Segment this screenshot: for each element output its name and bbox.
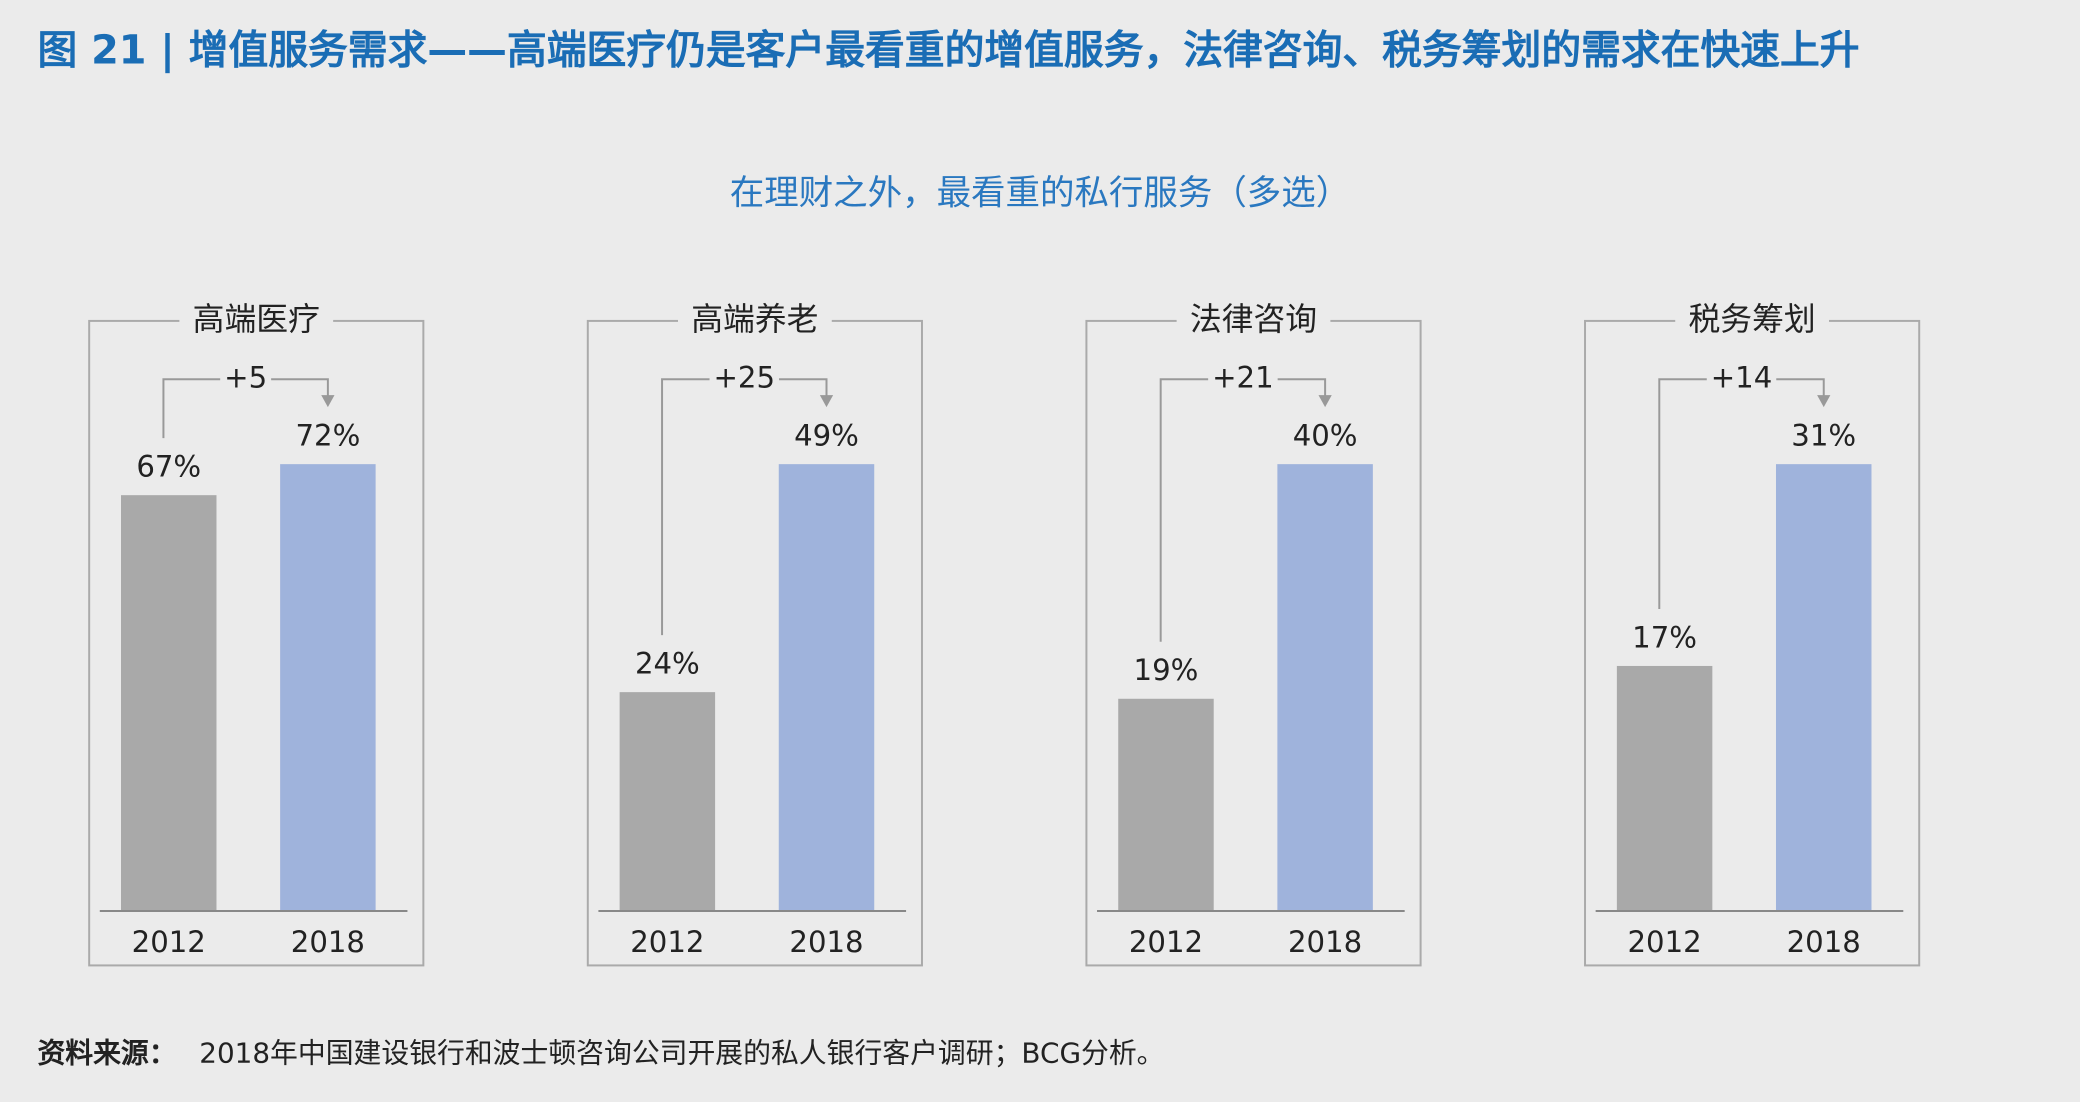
bar <box>1118 698 1214 912</box>
change-label: +21 <box>1212 360 1274 394</box>
value-label: 49% <box>794 419 859 453</box>
bar <box>1277 464 1373 912</box>
value-label: 19% <box>1134 653 1199 687</box>
bar <box>1775 464 1872 912</box>
change-cover <box>1208 375 1278 384</box>
panel-title: 高端养老 <box>691 300 818 338</box>
source-label: 资料来源： <box>37 1036 176 1069</box>
change-cover <box>1706 375 1777 384</box>
value-label: 31% <box>1791 419 1856 453</box>
bar <box>619 692 716 912</box>
bar <box>778 464 875 912</box>
value-label: 67% <box>136 450 201 484</box>
change-cover <box>709 375 780 384</box>
change-label: +5 <box>224 360 267 394</box>
title-box: 图 21 | 增值服务需求——高端医疗仍是客户最看重的增值服务，法律咨询、税务筹… <box>37 27 1860 75</box>
x-tick-label: 2018 <box>1787 925 1861 959</box>
title-cover <box>1176 316 1331 325</box>
panel-title: 高端医疗 <box>193 300 320 338</box>
chart-title: 图 21 | 增值服务需求——高端医疗仍是客户最看重的增值服务，法律咨询、税务筹… <box>37 27 1860 75</box>
bar <box>1616 665 1713 912</box>
arrow-head <box>1318 395 1332 408</box>
title-cover <box>1675 316 1830 325</box>
x-tick-label: 2018 <box>1288 925 1362 959</box>
value-label: 24% <box>635 647 700 681</box>
x-tick-label: 2012 <box>630 925 704 959</box>
subtitle: 在理财之外，最看重的私行服务（多选） <box>730 173 1350 213</box>
source: 2018年中国建设银行和波士顿咨询公司开展的私人银行客户调研；BCG分析。 <box>199 1036 1164 1069</box>
title-cover <box>179 316 334 325</box>
value-label: 40% <box>1293 419 1358 453</box>
bar <box>280 464 376 912</box>
x-tick-label: 2012 <box>1627 925 1701 959</box>
title-cover <box>677 316 832 325</box>
x-tick-label: 2012 <box>132 925 206 959</box>
arrow-head <box>1817 395 1831 408</box>
value-label: 72% <box>295 419 360 453</box>
arrow-head <box>321 395 335 408</box>
value-label: 17% <box>1632 620 1697 654</box>
x-tick-label: 2018 <box>789 925 863 959</box>
x-tick-label: 2012 <box>1129 925 1203 959</box>
bar <box>121 495 217 912</box>
change-cover <box>220 375 272 384</box>
panel-title: 税务筹划 <box>1688 300 1815 338</box>
panel-title: 法律咨询 <box>1190 300 1317 338</box>
arrow-head <box>819 395 834 408</box>
x-tick-label: 2018 <box>291 925 365 959</box>
change-label: +14 <box>1711 360 1773 394</box>
change-label: +25 <box>714 360 776 394</box>
